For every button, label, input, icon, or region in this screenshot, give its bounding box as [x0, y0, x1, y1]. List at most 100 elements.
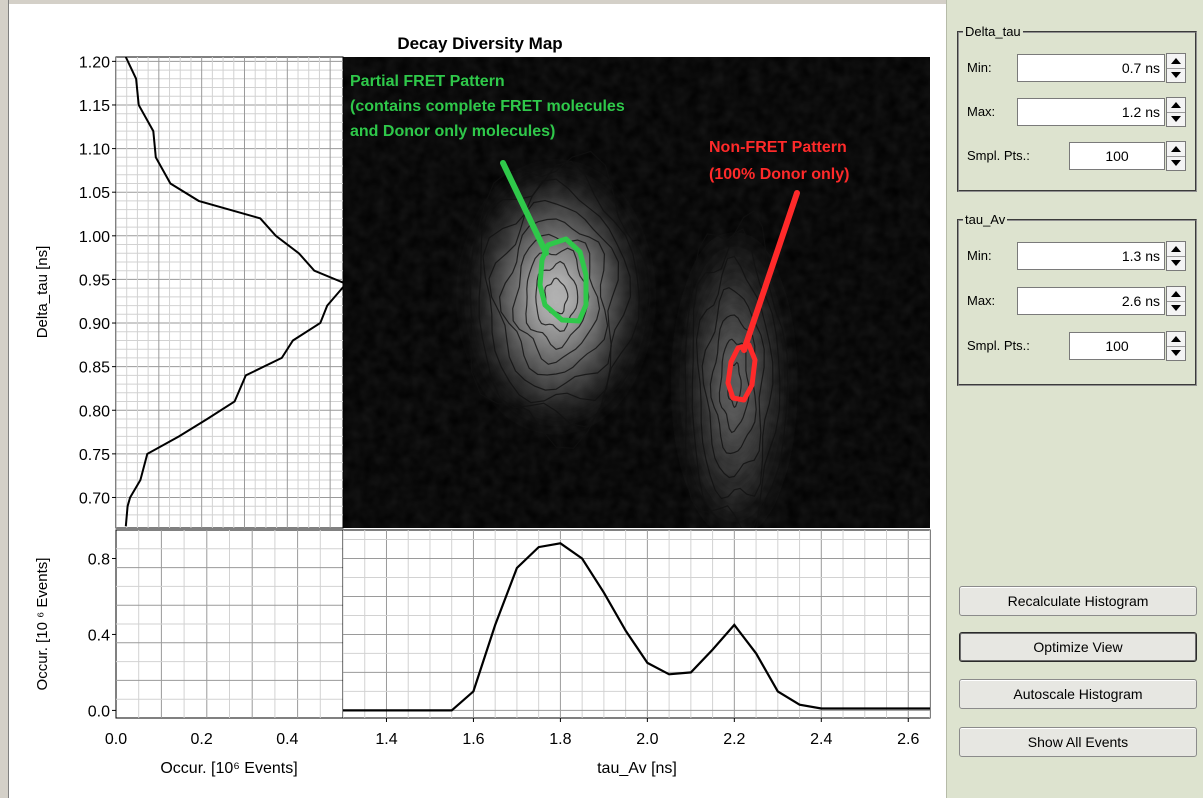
tau-av-max-up-arrow-icon[interactable]	[1167, 287, 1185, 302]
delta-tau-max-label: Max:	[967, 104, 996, 119]
delta-tau-pts-up-arrow-icon[interactable]	[1167, 142, 1185, 157]
side-x-ticklabel: 0.0	[105, 731, 127, 748]
side-histogram-series	[124, 57, 343, 527]
side-y-ticklabel: 0.90	[79, 316, 110, 333]
delta-tau-pts-label: Smpl. Pts.:	[967, 148, 1030, 163]
side-histogram-x-ticks: 0.0 0.2 0.4	[105, 731, 299, 748]
contour-0-8	[535, 260, 579, 333]
tau-av-legend: tau_Av	[965, 212, 1006, 227]
delta-tau-pts-field[interactable]: 100	[1069, 142, 1165, 170]
delta-tau-max-down-arrow-icon[interactable]	[1167, 112, 1185, 126]
tau-av-max-spinner[interactable]	[1166, 286, 1186, 316]
partial-fret-label-line1: Partial FRET Pattern	[350, 73, 505, 90]
window-left-border	[0, 0, 9, 798]
contour-1-1	[684, 209, 789, 528]
tau-av-pts-field[interactable]: 100	[1069, 332, 1165, 360]
delta-tau-min-label: Min:	[967, 60, 992, 75]
non-fret-label-line2: (100% Donor only)	[709, 166, 849, 183]
side-histogram-ylabel: Delta_tau [ns]	[34, 246, 51, 339]
contour-1-5	[709, 314, 757, 455]
bottom-histogram-x-ticks: 1.4 1.6 1.8 2.0 2.2 2.4 2.6	[375, 718, 919, 748]
bottom-x-ticklabel: 1.8	[549, 731, 571, 748]
tau-av-min-label: Min:	[967, 248, 992, 263]
bottom-x-ticklabel: 2.2	[723, 731, 745, 748]
contour-1-6	[718, 338, 750, 434]
side-y-ticklabel: 1.20	[79, 54, 110, 71]
delta-tau-pts-down-arrow-icon[interactable]	[1167, 156, 1185, 170]
tau-av-max-field[interactable]: 2.6 ns	[1017, 287, 1165, 315]
tau-av-min-up-arrow-icon[interactable]	[1167, 242, 1185, 257]
side-y-ticklabel: 1.10	[79, 142, 110, 159]
contour-0-7	[525, 247, 590, 350]
side-x-ticklabel: 0.2	[191, 731, 213, 748]
delta-tau-min-up-arrow-icon[interactable]	[1167, 54, 1185, 69]
bottom-histogram-series	[343, 542, 930, 712]
bottom-histogram-ylabel: Occur. [10 ⁶ Events]	[34, 558, 51, 691]
non-fret-outline	[725, 342, 758, 403]
side-y-ticklabel: 0.95	[79, 272, 110, 289]
contour-0-5	[498, 218, 609, 376]
partial-fret-outline	[537, 236, 589, 324]
side-y-ticklabel: 0.70	[79, 490, 110, 507]
non-fret-pointer	[741, 190, 800, 353]
side-y-ticklabel: 0.85	[79, 360, 110, 377]
delta-tau-max-field[interactable]: 1.2 ns	[1017, 98, 1165, 126]
bottom-y-ticklabel: 0.8	[88, 551, 110, 568]
tau-av-pts-label: Smpl. Pts.:	[967, 338, 1030, 353]
tau-av-min-field[interactable]: 1.3 ns	[1017, 242, 1165, 270]
bottom-y-ticklabel: 0.4	[88, 627, 110, 644]
contour-1-2	[691, 228, 781, 528]
recalculate-histogram-button[interactable]: Recalculate Histogram	[959, 586, 1197, 616]
bottom-x-ticklabel: 1.4	[375, 731, 397, 748]
window-top-border	[0, 0, 946, 4]
partial-fret-label-line3: and Donor only molecules)	[350, 123, 555, 140]
side-y-ticklabel: 1.15	[79, 98, 110, 115]
tau-av-pts-up-arrow-icon[interactable]	[1167, 332, 1185, 347]
plot-area: Decay Diversity Map 0.70 0.75 0.80 0.85 0.90…	[34, 34, 931, 777]
side-y-ticklabel: 1.05	[79, 185, 110, 202]
delta-tau-max-up-arrow-icon[interactable]	[1167, 98, 1185, 113]
delta-tau-min-spinner[interactable]	[1166, 53, 1186, 83]
optimize-view-button[interactable]: Optimize View	[959, 632, 1197, 662]
delta-tau-pts-spinner[interactable]	[1166, 141, 1186, 171]
control-panel: Delta_tau Min: 0.7 ns Max: 1.2 ns Smpl. …	[946, 0, 1203, 798]
partial-fret-annotation: Partial FRET Pattern (contains complete …	[350, 73, 625, 324]
delta-tau-max-spinner[interactable]	[1166, 97, 1186, 127]
side-y-ticklabel: 1.00	[79, 229, 110, 246]
side-y-ticklabel: 0.75	[79, 447, 110, 464]
contour-0-1	[469, 150, 651, 449]
tau-av-max-down-arrow-icon[interactable]	[1167, 301, 1185, 315]
heatmap-contours	[469, 150, 789, 528]
bottom-histogram-y-ticks: 0.0 0.4 0.8	[88, 551, 116, 720]
tau-av-pts-down-arrow-icon[interactable]	[1167, 346, 1185, 360]
heatmap-noise	[343, 57, 930, 528]
autoscale-histogram-button[interactable]: Autoscale Histogram	[959, 679, 1197, 709]
bottom-histogram-grid	[343, 530, 930, 718]
bottom-x-ticklabel: 2.6	[897, 731, 919, 748]
side-histogram-xlabel: Occur. [10⁶ Events]	[160, 760, 297, 777]
tau-av-max-label: Max:	[967, 293, 996, 308]
tau-av-group: tau_Av Min: 1.3 ns Max: 2.6 ns Smpl. Pts…	[957, 212, 1197, 386]
show-all-events-button[interactable]: Show All Events	[959, 727, 1197, 757]
non-fret-annotation: Non-FRET Pattern (100% Donor only)	[709, 139, 849, 403]
tau-av-min-spinner[interactable]	[1166, 241, 1186, 271]
side-y-ticklabel: 0.80	[79, 403, 110, 420]
bottom-y-ticklabel: 0.0	[88, 703, 110, 720]
side-histogram-grid	[116, 57, 343, 528]
contour-1-4	[701, 287, 765, 479]
side-x-ticklabel: 0.4	[276, 731, 298, 748]
delta-tau-min-down-arrow-icon[interactable]	[1167, 68, 1185, 82]
bottom-x-ticklabel: 1.6	[462, 731, 484, 748]
bottom-left-grid	[116, 530, 343, 718]
delta-tau-min-field[interactable]: 0.7 ns	[1017, 54, 1165, 82]
contour-0-6	[512, 233, 601, 365]
contour-1-3	[695, 255, 774, 500]
side-histogram-y-ticks: 0.70 0.75 0.80 0.85 0.90 0.95 1.00 1.05 1.10 1.15…	[79, 54, 116, 507]
delta-tau-group: Delta_tau Min: 0.7 ns Max: 1.2 ns Smpl. …	[957, 24, 1197, 192]
contour-0-3	[482, 178, 632, 404]
tau-av-pts-spinner[interactable]	[1166, 331, 1186, 361]
contour-0-2	[478, 160, 640, 428]
tau-av-min-down-arrow-icon[interactable]	[1167, 256, 1185, 270]
partial-fret-pointer	[500, 160, 549, 256]
delta-tau-legend: Delta_tau	[965, 24, 1021, 39]
